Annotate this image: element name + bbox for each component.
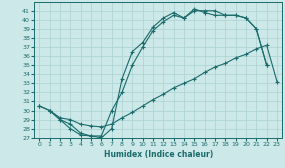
X-axis label: Humidex (Indice chaleur): Humidex (Indice chaleur)	[103, 150, 213, 159]
